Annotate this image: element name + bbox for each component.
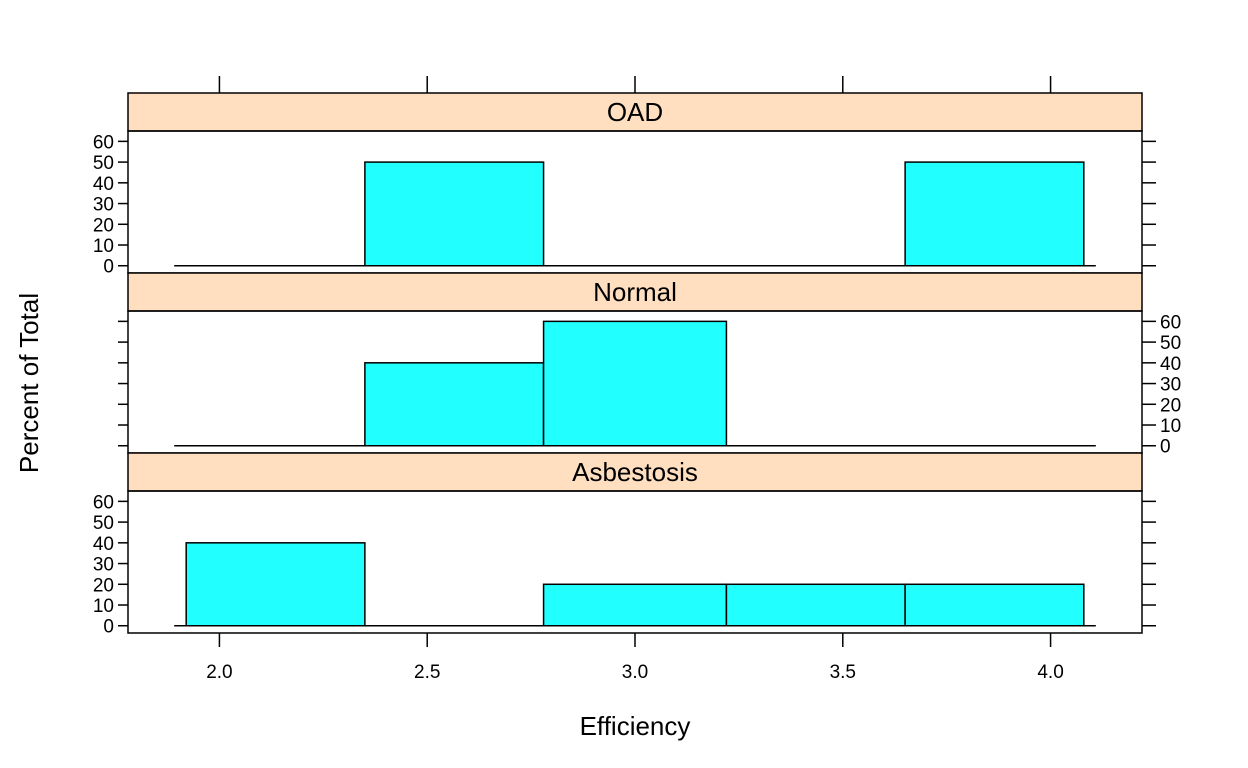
y-tick-label-asbestosis: 0 <box>103 617 114 638</box>
y-tick-label-normal: 20 <box>1160 395 1181 416</box>
y-tick-label-asbestosis: 20 <box>93 575 114 596</box>
bar-asbestosis-0 <box>185 542 366 627</box>
x-tick-label: 3.5 <box>830 662 856 683</box>
bar-normal-2 <box>542 320 728 447</box>
y-tick-label-normal: 40 <box>1160 354 1181 375</box>
x-tick-label: 4.0 <box>1037 662 1063 683</box>
y-tick-label-oad: 40 <box>93 174 114 195</box>
strip-normal <box>127 272 1143 312</box>
y-tick-label-oad: 20 <box>93 215 114 236</box>
bar-asbestosis-3 <box>725 583 906 627</box>
y-axis-title: Percent of Total <box>14 293 44 473</box>
x-tick-label: 2.0 <box>206 662 232 683</box>
strip-label-normal: Normal <box>593 277 677 307</box>
y-tick-label-asbestosis: 10 <box>93 596 114 617</box>
bar-oad-4 <box>904 161 1085 267</box>
x-tick-label: 3.0 <box>622 662 648 683</box>
y-tick-label-oad: 0 <box>103 257 114 278</box>
y-tick-label-asbestosis: 60 <box>93 492 114 513</box>
y-tick-label-oad: 30 <box>93 195 114 216</box>
y-tick-label-asbestosis: 50 <box>93 513 114 534</box>
y-tick-label-oad: 10 <box>93 236 114 257</box>
bar-asbestosis-4 <box>904 583 1085 627</box>
bar-oad-1 <box>364 161 545 267</box>
strip-label-oad: OAD <box>607 97 663 127</box>
y-tick-label-asbestosis: 40 <box>93 534 114 555</box>
y-tick-label-normal: 10 <box>1160 416 1181 437</box>
panels-layer: OAD Normal Asbestosis <box>127 92 1143 634</box>
y-tick-label-oad: 60 <box>93 132 114 153</box>
y-tick-label-normal: 0 <box>1160 437 1171 458</box>
y-tick-label-asbestosis: 30 <box>93 555 114 576</box>
bar-normal-1 <box>364 362 545 447</box>
y-tick-label-normal: 60 <box>1160 312 1181 333</box>
bar-asbestosis-2 <box>542 583 728 627</box>
x-axis-title: Efficiency <box>580 711 691 741</box>
strip-oad <box>127 92 1143 132</box>
y-tick-label-normal: 50 <box>1160 333 1181 354</box>
y-tick-label-normal: 30 <box>1160 375 1181 396</box>
y-tick-label-oad: 50 <box>93 153 114 174</box>
x-tick-label: 2.5 <box>414 662 440 683</box>
axes-layer: 0102030405060010203040506001020304050602… <box>93 76 1181 683</box>
strip-label-asbestosis: Asbestosis <box>572 457 698 487</box>
